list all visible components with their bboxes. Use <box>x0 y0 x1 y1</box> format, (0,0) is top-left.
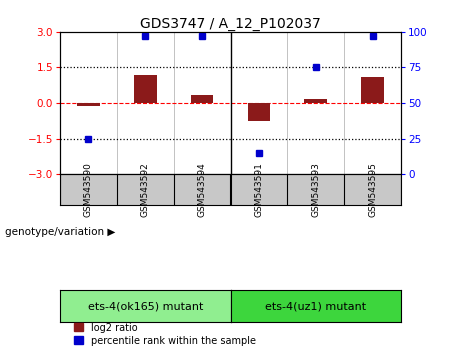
Text: GSM543594: GSM543594 <box>198 162 207 217</box>
Text: ets-4(ok165) mutant: ets-4(ok165) mutant <box>88 301 203 311</box>
Bar <box>248 103 270 121</box>
Bar <box>361 77 384 103</box>
Text: GSM543591: GSM543591 <box>254 162 263 217</box>
Text: ets-4(uz1) mutant: ets-4(uz1) mutant <box>265 301 366 311</box>
Title: GDS3747 / A_12_P102037: GDS3747 / A_12_P102037 <box>140 17 321 31</box>
Text: GSM543595: GSM543595 <box>368 162 377 217</box>
Bar <box>304 99 327 103</box>
Bar <box>191 95 213 103</box>
Legend: log2 ratio, percentile rank within the sample: log2 ratio, percentile rank within the s… <box>74 323 255 346</box>
Bar <box>77 103 100 106</box>
Text: GSM543593: GSM543593 <box>311 162 320 217</box>
Text: GSM543590: GSM543590 <box>84 162 93 217</box>
Text: genotype/variation ▶: genotype/variation ▶ <box>5 227 115 237</box>
Text: GSM543592: GSM543592 <box>141 162 150 217</box>
Bar <box>134 75 157 103</box>
